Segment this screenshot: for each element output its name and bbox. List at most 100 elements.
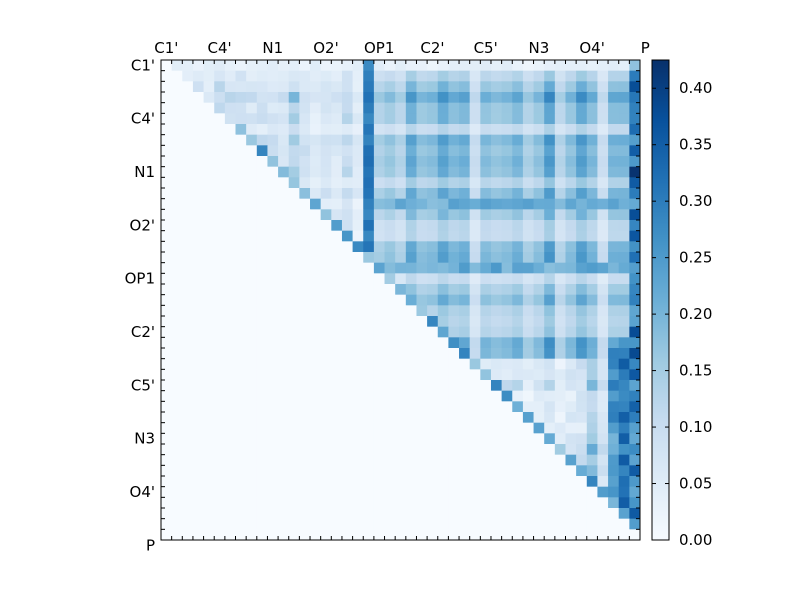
heatmap-cell bbox=[554, 241, 566, 253]
heatmap-cell bbox=[267, 369, 279, 381]
heatmap-cell bbox=[192, 508, 204, 520]
heatmap-cell bbox=[565, 326, 577, 338]
heatmap-cell bbox=[214, 465, 226, 477]
heatmap-cell bbox=[469, 156, 481, 168]
heatmap-cell bbox=[618, 508, 630, 520]
heatmap-cell bbox=[427, 454, 439, 466]
heatmap-cell bbox=[533, 156, 545, 168]
heatmap-cell bbox=[544, 529, 556, 541]
heatmap-cell bbox=[437, 422, 449, 434]
heatmap-cell bbox=[629, 262, 641, 274]
heatmap-cell bbox=[427, 177, 439, 189]
heatmap-cell bbox=[608, 113, 620, 125]
heatmap-cell bbox=[310, 230, 322, 242]
heatmap-cell bbox=[490, 102, 503, 114]
heatmap-cell bbox=[597, 273, 609, 285]
heatmap-cell bbox=[224, 273, 236, 285]
heatmap-cell bbox=[416, 102, 428, 114]
heatmap-cell bbox=[480, 369, 492, 381]
heatmap-cell bbox=[544, 433, 556, 445]
heatmap-cell bbox=[469, 241, 481, 253]
heatmap-cell bbox=[522, 369, 534, 381]
heatmap-cell bbox=[352, 465, 364, 477]
heatmap-cell bbox=[544, 337, 556, 349]
heatmap-cell bbox=[331, 518, 343, 530]
heatmap-cell bbox=[405, 209, 417, 221]
heatmap-cell bbox=[459, 273, 471, 285]
heatmap-cell bbox=[586, 113, 598, 125]
heatmap-cell bbox=[320, 241, 332, 253]
heatmap-cell bbox=[288, 241, 300, 253]
x-tick-label: OP1 bbox=[364, 39, 394, 57]
heatmap-cell bbox=[405, 433, 417, 445]
heatmap-cell bbox=[373, 166, 385, 178]
heatmap-cell bbox=[267, 284, 279, 296]
heatmap-cell bbox=[246, 124, 258, 136]
heatmap-cell bbox=[565, 529, 577, 541]
heatmap-cell bbox=[437, 60, 449, 72]
heatmap-cell bbox=[235, 60, 247, 72]
heatmap-cell bbox=[597, 262, 609, 274]
heatmap-cell bbox=[192, 518, 204, 530]
heatmap-cell bbox=[576, 294, 588, 306]
heatmap-cell bbox=[469, 518, 481, 530]
heatmap-cell bbox=[480, 262, 492, 274]
heatmap-cell bbox=[161, 209, 173, 221]
heatmap-cell bbox=[203, 252, 215, 264]
heatmap-cell bbox=[352, 81, 364, 93]
heatmap-cell bbox=[310, 177, 322, 189]
heatmap-cell bbox=[565, 92, 577, 104]
heatmap-cell bbox=[352, 486, 364, 498]
heatmap-cell bbox=[554, 60, 566, 72]
heatmap-cell bbox=[544, 497, 556, 509]
heatmap-cell bbox=[203, 518, 215, 530]
heatmap-cell bbox=[544, 518, 556, 530]
heatmap-cell bbox=[278, 145, 290, 157]
heatmap-cell bbox=[554, 220, 566, 232]
heatmap-cell bbox=[512, 433, 524, 445]
heatmap-cell bbox=[171, 60, 183, 72]
heatmap-cell bbox=[373, 92, 385, 104]
heatmap-cell bbox=[256, 209, 268, 221]
heatmap-cell bbox=[437, 156, 449, 168]
heatmap-cell bbox=[405, 326, 417, 338]
heatmap-cell bbox=[608, 294, 620, 306]
heatmap-cell bbox=[437, 252, 449, 264]
heatmap-cell bbox=[522, 380, 534, 392]
heatmap-cell bbox=[256, 390, 268, 402]
heatmap-cell bbox=[597, 252, 609, 264]
heatmap-cell bbox=[533, 284, 545, 296]
heatmap-cell bbox=[203, 166, 215, 178]
heatmap-cell bbox=[278, 92, 290, 104]
heatmap-cell bbox=[576, 444, 588, 456]
heatmap-cell bbox=[608, 433, 620, 445]
heatmap-cell bbox=[384, 401, 396, 413]
y-tick-label: C5' bbox=[131, 376, 155, 394]
heatmap-cell bbox=[171, 422, 183, 434]
heatmap-cell bbox=[480, 252, 492, 264]
heatmap-cell bbox=[161, 92, 173, 104]
colorbar-tick-label: 0.05 bbox=[679, 475, 712, 493]
heatmap-cell bbox=[256, 284, 268, 296]
heatmap-cell bbox=[224, 134, 236, 146]
heatmap-cell bbox=[246, 369, 258, 381]
heatmap-cell bbox=[363, 241, 375, 253]
heatmap-cell bbox=[310, 198, 322, 210]
heatmap-cell bbox=[395, 198, 407, 210]
heatmap-cell bbox=[310, 262, 322, 274]
heatmap-cell bbox=[629, 337, 641, 349]
heatmap-cell bbox=[288, 262, 300, 274]
heatmap-cell bbox=[161, 188, 173, 200]
heatmap-cell bbox=[459, 401, 471, 413]
heatmap-cell bbox=[480, 60, 492, 72]
heatmap-cell bbox=[629, 486, 641, 498]
heatmap-cell bbox=[405, 465, 417, 477]
heatmap-cell bbox=[618, 422, 630, 434]
heatmap-cell bbox=[161, 241, 173, 253]
heatmap-cell bbox=[395, 166, 407, 178]
heatmap-cell bbox=[363, 124, 375, 136]
heatmap-cell bbox=[235, 465, 247, 477]
heatmap-cell bbox=[320, 209, 332, 221]
heatmap-cell bbox=[373, 358, 385, 370]
